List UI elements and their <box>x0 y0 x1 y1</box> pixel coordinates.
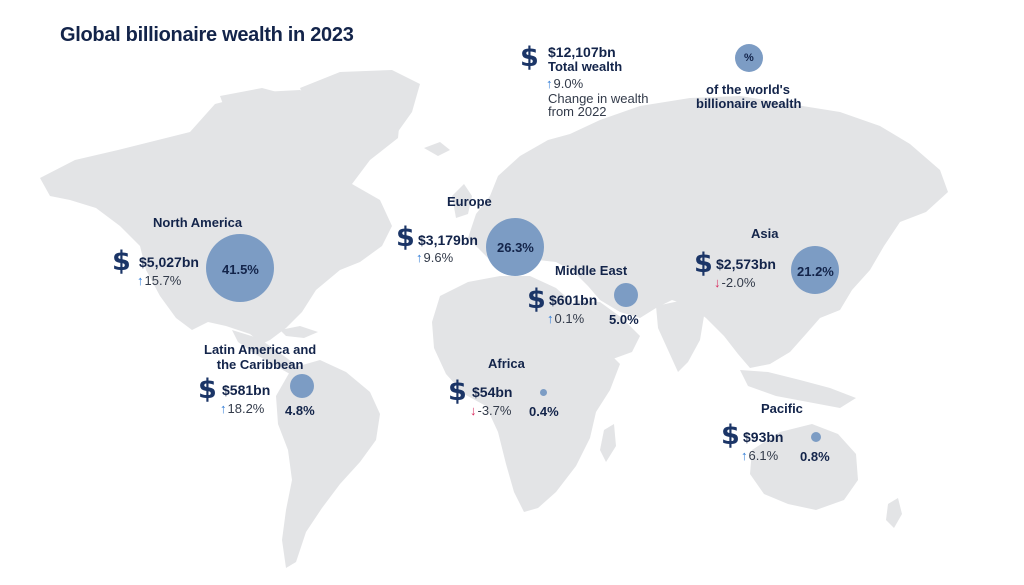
landmass-japan <box>850 226 872 262</box>
landmass-india <box>656 300 704 372</box>
share-middle-east: 5.0% <box>609 312 639 327</box>
landmass-madagascar <box>600 424 616 462</box>
region-label-africa: Africa <box>488 356 525 371</box>
dollar-sign-icon: $ <box>721 420 740 451</box>
bubble-pacific <box>811 432 821 442</box>
wealth-africa: $54bn <box>472 384 513 400</box>
landmass-arctic-islands <box>220 88 292 120</box>
wealth-europe: $3,179bn <box>418 232 478 248</box>
bubble-africa <box>540 389 547 396</box>
legend-change: ↑9.0% <box>546 76 583 91</box>
landmass-africa <box>432 276 620 512</box>
share-asia: 21.2% <box>797 264 834 279</box>
dollar-sign-icon: $ <box>198 374 217 405</box>
dollar-sign-icon: $ <box>520 42 539 73</box>
landmass-australia <box>750 424 858 510</box>
wealth-middle-east: $601bn <box>549 292 598 308</box>
dollar-sign-icon: $ <box>527 284 546 315</box>
arrow-down-icon: ↓ <box>714 275 721 290</box>
change-pacific: ↑6.1% <box>741 448 779 463</box>
bubble-latin-america <box>290 374 314 398</box>
change-north-america: ↑15.7% <box>137 273 182 288</box>
wealth-north-america: $5,027bn <box>139 254 199 270</box>
legend-share-label-line2: billionaire wealth <box>696 96 802 111</box>
change-latin-america: ↑18.2% <box>220 401 265 416</box>
landmass-iceland <box>424 142 450 156</box>
bubble-north-america <box>206 234 274 302</box>
legend-total-amount: $12,107bn <box>548 44 616 60</box>
arrow-up-icon: ↑ <box>546 76 553 91</box>
bubble-asia <box>791 246 839 294</box>
share-latin-america: 4.8% <box>285 403 315 418</box>
legend-bubble <box>735 44 763 72</box>
page-title: Global billionaire wealth in 2023 <box>60 24 354 46</box>
landmass-eurasia <box>468 96 948 368</box>
landmass-arabia <box>574 300 640 360</box>
share-pacific: 0.8% <box>800 449 830 464</box>
dollar-sign-icon: $ <box>112 246 131 277</box>
legend-total-label: Total wealth <box>548 59 623 74</box>
landmass-southeast-asia <box>740 370 856 408</box>
legend-bubble-symbol: % <box>744 52 754 64</box>
dollar-sign-icon: $ <box>448 376 467 407</box>
wealth-asia: $2,573bn <box>716 256 776 272</box>
change-asia: ↓-2.0% <box>714 275 756 290</box>
dollar-sign-icon: $ <box>396 222 415 253</box>
change-africa: ↓-3.7% <box>470 403 512 418</box>
legend-change-label-line2: from 2022 <box>548 104 607 119</box>
arrow-up-icon: ↑ <box>547 311 554 326</box>
region-label-north-america: North America <box>153 215 243 230</box>
legend-share-label-line1: of the world's <box>706 82 790 97</box>
landmass-caribbean <box>280 326 318 338</box>
landmass-central-america <box>232 330 300 374</box>
wealth-pacific: $93bn <box>743 429 784 445</box>
change-middle-east: ↑0.1% <box>547 311 585 326</box>
arrow-up-icon: ↑ <box>137 273 144 288</box>
wealth-latin-america: $581bn <box>222 382 271 398</box>
share-europe: 26.3% <box>497 240 534 255</box>
bubble-europe <box>486 218 544 276</box>
landmass-north-america <box>40 90 400 344</box>
share-africa: 0.4% <box>529 404 559 419</box>
arrow-up-icon: ↑ <box>416 250 423 265</box>
landmass-south-america <box>276 360 380 568</box>
arrow-up-icon: ↑ <box>741 448 748 463</box>
region-label-middle-east: Middle East <box>555 263 628 278</box>
landmass-new-zealand <box>886 498 902 528</box>
arrow-down-icon: ↓ <box>470 403 477 418</box>
legend-change-value: 9.0% <box>553 76 584 91</box>
change-europe: ↑9.6% <box>416 250 454 265</box>
landmass-greenland <box>300 70 420 150</box>
region-label-asia: Asia <box>751 226 779 241</box>
share-north-america: 41.5% <box>222 262 259 277</box>
landmass-british-isles <box>452 184 472 218</box>
dollar-sign-icon: $ <box>694 248 713 279</box>
bubble-middle-east <box>614 283 638 307</box>
region-label-europe: Europe <box>447 194 492 209</box>
region-label-pacific: Pacific <box>761 401 803 416</box>
arrow-up-icon: ↑ <box>220 401 227 416</box>
legend-change-label-line1: Change in wealth <box>548 91 649 106</box>
region-label-latin-america: Latin America and the Caribbean <box>204 342 317 372</box>
